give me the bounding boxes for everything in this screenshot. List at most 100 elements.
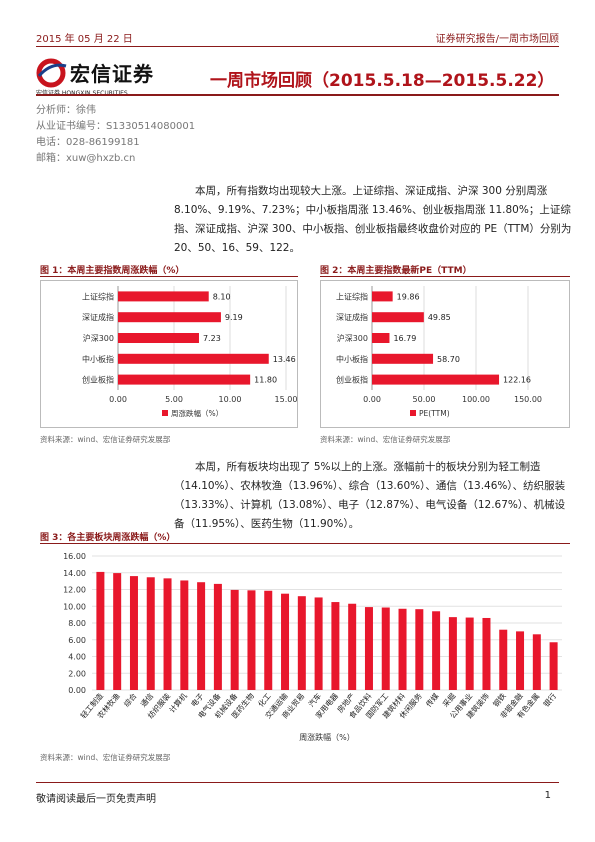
bar — [499, 629, 508, 690]
summary-paragraph-indices: 本周，所有指数均出现较大上涨。上证综指、深证成指、沪深 300 分别周涨 8.1… — [174, 185, 572, 254]
fig3-chart: 0.00 2.00 4.00 6.00 8.00 10.00 12.00 14.00 16.00… — [63, 552, 562, 742]
bar — [381, 607, 390, 690]
title-divider — [36, 94, 559, 96]
bar — [297, 596, 306, 690]
x-tick-label: 5.00 — [165, 395, 183, 404]
x-tick-label: 15.00 — [275, 395, 298, 404]
chart-frame — [320, 280, 570, 428]
analyst-cert: 从业证书编号：S1330514080001 — [36, 121, 196, 132]
bar — [372, 291, 393, 302]
bar — [197, 582, 206, 690]
x-tick-label: 10.00 — [219, 395, 242, 404]
bar — [372, 374, 500, 385]
report-date: 2015 年 05 月 22 日 — [36, 34, 133, 45]
y-tick-label: 16.00 — [63, 552, 86, 561]
bar — [432, 611, 441, 690]
data-label: 7.23 — [203, 334, 221, 343]
legend-label: PE(TTM) — [419, 409, 450, 418]
fig1-chart: 0.00 5.00 10.00 15.00 上证综指 8.10 深证成指 9.19 沪深300 7… — [40, 280, 298, 428]
y-tick-label: 0.00 — [68, 686, 86, 695]
fig2-source: 资料来源：wind、宏信证券研究发展部 — [320, 435, 451, 444]
chart-frame — [40, 280, 298, 428]
report-category: 证券研究报告/一周市场回顾 — [435, 34, 559, 45]
category-label: 上证综指 — [82, 291, 114, 301]
bar — [118, 333, 199, 343]
category-label: 银行 — [541, 690, 559, 708]
x-tick-label: 150.00 — [514, 395, 542, 404]
disclaimer-link[interactable]: 敬请阅读最后一页免责声明 — [36, 794, 156, 805]
category-label: 中小板指 — [336, 354, 368, 364]
summary-paragraph-sectors: 本周，所有板块均出现了 5%以上的上涨。涨幅前十的板块分别为轻工制造（14.10… — [174, 461, 566, 530]
bar — [364, 607, 373, 690]
x-tick-label: 100.00 — [462, 395, 490, 404]
category-label: 深证成指 — [336, 312, 368, 322]
fig3-source: 资料来源：wind、宏信证券研究发展部 — [40, 753, 171, 762]
fig3-title: 图 3：各主要板块周涨跌幅（%） — [40, 533, 176, 543]
footer-divider — [36, 782, 559, 783]
analyst-phone: 电话：028-86199181 — [36, 137, 140, 148]
data-label: 11.80 — [254, 376, 277, 385]
data-label: 58.70 — [437, 355, 460, 364]
data-label: 49.85 — [428, 313, 451, 322]
bar — [163, 578, 172, 690]
analyst-name: 分析师：徐伟 — [36, 105, 96, 116]
bar — [448, 617, 457, 690]
bar — [113, 573, 122, 690]
data-label: 9.19 — [225, 313, 243, 322]
fig1-title: 图 1：本周主要指数周涨跌幅（%） — [40, 266, 185, 276]
header-divider — [36, 46, 559, 47]
data-label: 16.79 — [393, 334, 416, 343]
category-label: 创业板指 — [336, 375, 368, 385]
bar — [465, 617, 474, 690]
bar — [549, 642, 558, 690]
bar — [180, 580, 189, 690]
bar — [372, 353, 434, 364]
bar — [118, 312, 221, 323]
fig2-chart: 0.00 50.00 100.00 150.00 上证综指 19.86 深证成指 49.85 沪… — [320, 280, 570, 428]
bar — [532, 634, 541, 690]
category-label: 沪深300 — [337, 333, 368, 343]
bar — [96, 571, 105, 690]
legend-swatch — [410, 410, 416, 416]
fig3-title-rule — [40, 543, 570, 544]
y-tick-label: 2.00 — [68, 669, 86, 678]
y-tick-label: 6.00 — [68, 636, 86, 645]
x-axis-title: 周涨跌幅（%） — [299, 732, 355, 742]
category-label: 中小板指 — [82, 354, 114, 364]
data-label: 13.46 — [273, 355, 296, 364]
bar — [118, 374, 251, 385]
analyst-info: 分析师：徐伟 从业证书编号：S1330514080001 电话：028-8619… — [36, 103, 195, 167]
fig2-title: 图 2：本周主要指数最新PE（TTM） — [320, 266, 472, 276]
x-tick-label: 50.00 — [413, 395, 436, 404]
bar — [213, 583, 222, 690]
report-title: 一周市场回顾（2015.5.18—2015.5.22） — [210, 71, 555, 91]
bar — [129, 576, 138, 690]
bar — [516, 631, 525, 690]
legend-label: 周涨跌幅（%） — [171, 408, 223, 418]
bar — [331, 602, 340, 690]
fig2-title-rule — [320, 276, 570, 277]
bar — [146, 577, 155, 690]
category-label: 创业板指 — [82, 375, 114, 385]
category-label: 沪深300 — [83, 333, 114, 343]
x-tick-label: 0.00 — [109, 395, 127, 404]
y-tick-label: 14.00 — [63, 569, 86, 578]
x-tick-label: 0.00 — [363, 395, 381, 404]
bar — [372, 333, 390, 343]
bar — [372, 312, 424, 323]
data-label: 19.86 — [397, 292, 420, 301]
logo-en: 宏信证券 HONGXIN SECURITIES — [36, 88, 128, 97]
logo-cn: 宏信证券 — [70, 62, 154, 86]
bar — [348, 603, 357, 690]
bar — [281, 593, 290, 690]
fig1-source: 资料来源：wind、宏信证券研究发展部 — [40, 435, 171, 444]
category-label: 传媒 — [423, 690, 441, 708]
bar — [415, 609, 424, 690]
legend-swatch — [162, 410, 168, 416]
bar — [230, 589, 239, 690]
bar — [247, 590, 256, 690]
bar — [118, 353, 269, 364]
bar — [118, 291, 209, 302]
bar — [264, 590, 273, 690]
y-tick-label: 8.00 — [68, 619, 86, 628]
